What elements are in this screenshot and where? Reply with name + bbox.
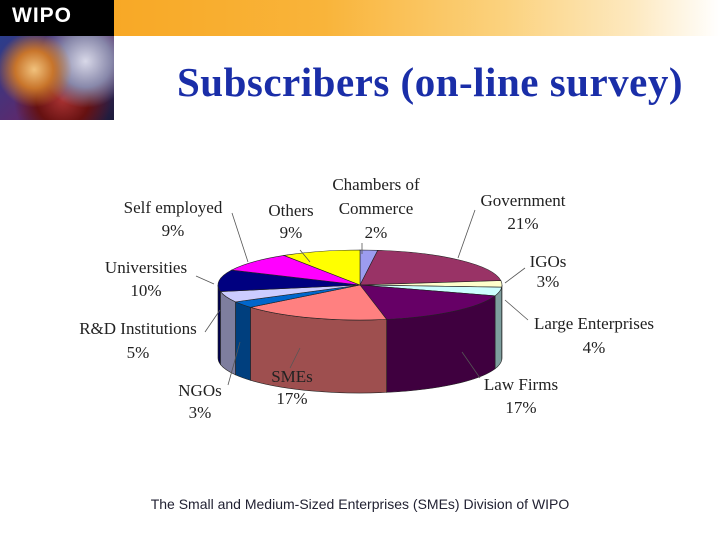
data-label-others: Others 9% — [268, 201, 313, 242]
leader-line-government — [457, 209, 476, 259]
data-label-line: 17% — [505, 398, 536, 417]
leader-line-large-enterprises — [504, 299, 529, 321]
data-label-igos: IGOs 3% — [530, 252, 567, 291]
data-label-line: NGOs — [178, 381, 221, 400]
leader-line-smes — [289, 347, 301, 369]
data-label-line: 2% — [365, 223, 388, 242]
data-label-line: 10% — [130, 281, 161, 300]
data-label-self-employed: Self employed 9% — [124, 198, 223, 240]
data-label-line: Government — [481, 191, 566, 210]
leader-line-law-firms — [461, 351, 481, 379]
leader-line-randd-institutions — [204, 309, 221, 333]
pie-slice-law-firms — [359, 284, 496, 320]
data-label-large-enterprises: Large Enterprises 4% — [534, 314, 654, 357]
logo-text: WIPO — [12, 4, 72, 27]
pie-slice-government — [359, 249, 502, 286]
data-label-universities: Universities 10% — [105, 258, 187, 300]
data-label-line: Law Firms — [484, 375, 558, 394]
data-label-law-firms: Law Firms 17% — [484, 375, 558, 417]
data-label-line: 17% — [276, 389, 307, 408]
leader-line-ngos — [227, 341, 241, 386]
data-label-line: Self employed — [124, 198, 223, 217]
pie-labels: Chambers of Commerce 2%Government 21%IGOs 3%… — [79, 175, 654, 422]
pie-top — [217, 249, 503, 321]
leader-line-self-employed — [231, 212, 249, 263]
data-label-line: 3% — [189, 403, 212, 422]
data-label-ngos: NGOs 3% — [178, 381, 221, 422]
data-label-chambers-of-commerce: Chambers of Commerce 2% — [332, 175, 420, 242]
data-label-line: IGOs — [530, 252, 567, 271]
data-label-line: 9% — [280, 223, 303, 242]
pie-slice-universities — [217, 269, 361, 292]
data-label-line: Commerce — [339, 199, 414, 218]
leader-line-igos — [504, 267, 526, 284]
data-label-line: Chambers of — [332, 175, 420, 194]
data-label-line: R&D Institutions — [79, 319, 197, 338]
data-label-line: Universities — [105, 258, 187, 277]
data-label-line: 3% — [537, 272, 560, 291]
data-label-line: 4% — [583, 338, 606, 357]
data-label-line: SMEs — [271, 367, 313, 386]
pie-slice-others — [282, 249, 361, 286]
footer-text: The Small and Medium-Sized Enterprises (… — [150, 496, 570, 512]
wipo-logo: WIPO — [0, 0, 114, 36]
pie-side-universities — [217, 284, 221, 366]
data-label-smes: SMEs 17% — [271, 367, 313, 408]
data-label-randd-institutions: R&D Institutions 5% — [79, 319, 197, 362]
pie-depth — [217, 284, 503, 394]
data-label-line: 5% — [127, 343, 150, 362]
page-title: Subscribers (on-line survey) — [177, 59, 683, 105]
pie-side-randd-institutions — [220, 290, 236, 376]
leader-line-universities — [195, 275, 215, 285]
pie-leaders — [195, 209, 529, 386]
pie-slice-self-employed — [230, 255, 361, 286]
leader-line-others — [299, 249, 311, 263]
pie-slice-smes — [250, 284, 388, 321]
data-label-line: 9% — [162, 221, 185, 240]
data-label-government: Government 21% — [481, 191, 566, 233]
pie-side-large-enterprises — [494, 287, 503, 370]
data-label-line: 21% — [507, 214, 538, 233]
data-label-line: Large Enterprises — [534, 314, 654, 333]
header-bar — [0, 0, 720, 36]
data-label-line: Others — [268, 201, 313, 220]
pie-side-ngos — [235, 301, 251, 381]
header-photo — [0, 36, 114, 120]
